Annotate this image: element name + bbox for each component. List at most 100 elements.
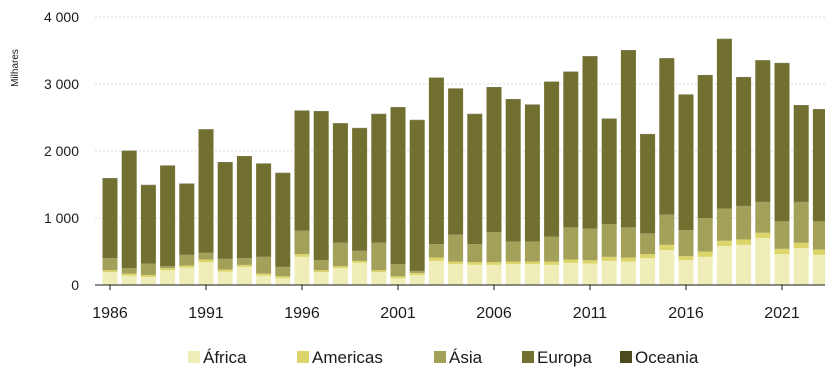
y-tick-label: 0: [71, 277, 79, 293]
bar-segment: [716, 39, 732, 209]
bar-segment: [256, 163, 272, 257]
y-axis-label: Milhares: [10, 49, 21, 87]
bar-segment: [371, 272, 387, 285]
bar-segment: [140, 274, 156, 277]
y-tick-label: 1 000: [44, 210, 79, 226]
bar-segment: [390, 276, 406, 279]
y-tick-label: 4 000: [44, 9, 79, 25]
bar-segment: [774, 63, 790, 222]
bar-segment: [736, 205, 752, 240]
bar-segment: [467, 114, 483, 245]
bar-segment: [659, 214, 675, 245]
bar-segment: [371, 270, 387, 273]
bar-segment: [563, 71, 579, 228]
bar-segment: [620, 261, 636, 285]
bar-segment: [812, 254, 825, 285]
bar-segment: [716, 240, 732, 247]
bar-segment: [601, 256, 617, 261]
bar-segment: [563, 227, 579, 260]
bar-segment: [179, 265, 195, 268]
bar-segment: [294, 110, 310, 231]
bar-segment: [544, 261, 560, 265]
bar-segment: [409, 270, 425, 273]
bar-segment: [659, 58, 675, 215]
bar-segment: [640, 134, 656, 234]
bar-segment: [736, 244, 752, 285]
bar-segment: [102, 258, 118, 271]
bar-segment: [524, 104, 540, 242]
legend-swatch: [297, 351, 309, 363]
bar-segment: [544, 264, 560, 285]
bar-segment: [160, 165, 176, 267]
bar-segment: [313, 272, 329, 285]
x-tick-label: 1991: [188, 305, 224, 322]
bar-segment: [236, 264, 252, 267]
bar-segment: [179, 254, 195, 266]
bar-segment: [409, 272, 425, 275]
x-tick-label: 2006: [476, 305, 512, 322]
bar-segment: [755, 201, 771, 233]
bar-segment: [390, 278, 406, 285]
bar-segment: [563, 259, 579, 263]
bar-segment: [102, 272, 118, 285]
bar-segment: [505, 261, 521, 265]
bar-segment: [601, 118, 617, 225]
x-axis-ticks: 1986 1991 1996 2001 2006 2011 2016 2021: [92, 285, 800, 322]
bar-segment: [236, 258, 252, 265]
bar-segment: [236, 156, 252, 259]
bar-segment: [659, 250, 675, 285]
bar-segment: [121, 275, 137, 285]
bar-segment: [467, 264, 483, 285]
y-tick-label: 3 000: [44, 76, 79, 92]
legend-swatch: [522, 351, 534, 363]
bar-segment: [332, 123, 348, 243]
bar-segment: [371, 242, 387, 271]
bar-segment: [793, 242, 809, 249]
bar-segment: [716, 246, 732, 285]
legend-label: África: [203, 348, 247, 367]
bar-segment: [755, 238, 771, 285]
bar-segment: [736, 239, 752, 245]
bar-segment: [793, 201, 809, 243]
y-axis-ticks: 0 1 000 2 000 3 000 4 000: [44, 9, 79, 293]
legend-label: Americas: [312, 348, 383, 367]
bar-segment: [198, 262, 214, 285]
bar-segment: [524, 241, 540, 262]
bar-segment: [736, 77, 752, 206]
bar-segment: [774, 248, 790, 255]
x-tick-label: 1986: [92, 305, 128, 322]
bar-segment: [121, 268, 137, 274]
bar-segment: [217, 269, 233, 272]
x-tick-label: 1996: [284, 305, 320, 322]
bar-segment: [793, 248, 809, 285]
bar-segment: [313, 111, 329, 261]
bar-segment: [697, 256, 713, 285]
bar-segment: [428, 244, 444, 258]
bar-segment: [678, 260, 694, 285]
x-tick-label: 2021: [764, 305, 800, 322]
bar-segment: [467, 262, 483, 265]
bar-segment: [505, 264, 521, 285]
bar-segment: [793, 105, 809, 202]
bar-segment: [313, 270, 329, 273]
bar-segment: [544, 236, 560, 262]
bar-segment: [275, 173, 291, 267]
bar-segment: [160, 266, 176, 269]
bar-segment: [678, 230, 694, 257]
bar-segment: [640, 258, 656, 285]
bar-segment: [140, 276, 156, 285]
bar-segment: [275, 266, 291, 277]
bar-segment: [102, 178, 118, 259]
bar-segment: [256, 273, 272, 276]
bar-segment: [371, 114, 387, 243]
bar-segment: [179, 183, 195, 255]
bar-segment: [160, 270, 176, 285]
bar-segment: [697, 218, 713, 252]
bar-segment: [582, 228, 598, 261]
bar-segment: [390, 107, 406, 265]
bar-segment: [697, 251, 713, 257]
x-tick-label: 2016: [668, 305, 704, 322]
bar-segment: [659, 244, 675, 251]
bar-segment: [448, 88, 464, 235]
bar-segment: [332, 242, 348, 267]
